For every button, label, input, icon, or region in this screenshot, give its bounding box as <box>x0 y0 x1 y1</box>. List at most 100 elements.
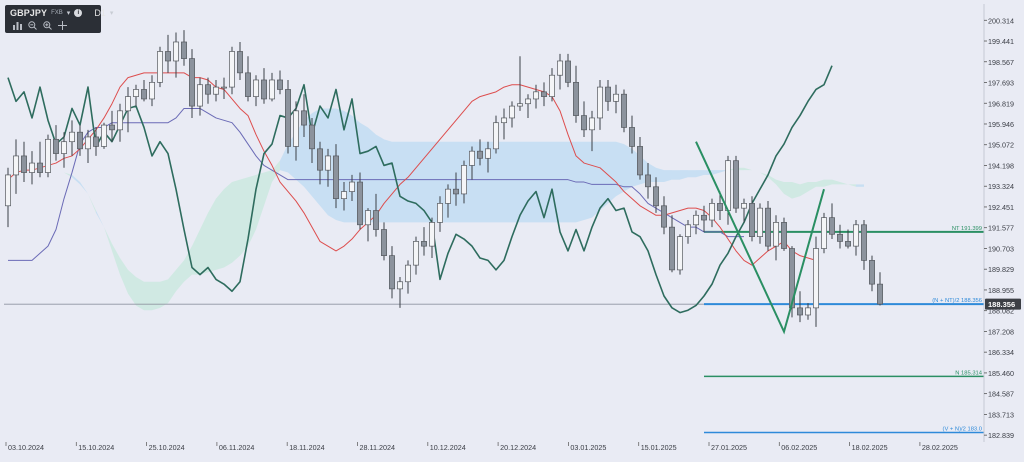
candle-body-up <box>269 79 275 100</box>
candle <box>453 172 459 206</box>
candle-body-up <box>293 110 299 147</box>
bar-chart-icon[interactable] <box>13 21 22 32</box>
candle <box>381 222 387 261</box>
candle <box>861 220 867 270</box>
candle-body-up <box>221 86 227 89</box>
candle <box>397 277 403 308</box>
candle <box>741 198 747 223</box>
candle <box>21 141 27 183</box>
cloud-segment <box>136 277 144 311</box>
candle <box>685 220 691 244</box>
symbol-label[interactable]: GBPJPY <box>10 8 48 18</box>
cloud-segment <box>496 141 504 223</box>
candle-body-up <box>69 131 75 143</box>
candle-body-down <box>789 248 795 309</box>
candle <box>229 46 235 95</box>
cloud-segment <box>680 170 688 180</box>
candle <box>413 236 419 275</box>
candle-body-down <box>573 81 579 116</box>
candle <box>629 115 635 154</box>
candle <box>757 203 763 244</box>
candle-body-up <box>813 248 819 309</box>
date-tick-label: 15.10.2024 <box>78 443 114 452</box>
date-tick-label: 28.02.2025 <box>922 443 958 452</box>
cloud-segment <box>664 170 672 183</box>
date-tick-label: 10.12.2024 <box>430 443 466 452</box>
candle <box>317 141 323 185</box>
candle-body-up <box>197 84 203 107</box>
candle-body-up <box>517 103 523 107</box>
candle <box>213 79 219 102</box>
cloud-segment <box>368 127 376 223</box>
candle-body-down <box>661 205 667 228</box>
candle <box>109 110 115 142</box>
cloud-segment <box>808 182 816 192</box>
cloud-segment <box>424 141 432 223</box>
cloud-segment <box>544 141 552 223</box>
cloud-segment <box>480 141 488 223</box>
kijun-line <box>8 107 744 261</box>
cloud-segment <box>320 108 328 216</box>
candle-body-up <box>133 89 139 97</box>
candle-body-up <box>589 117 595 131</box>
symbol-dropdown-icon[interactable]: ▾ <box>66 10 71 17</box>
candle <box>709 198 715 228</box>
timeframe-label[interactable]: D1 <box>94 8 106 18</box>
cloud-segment <box>376 134 384 223</box>
candle <box>165 34 171 73</box>
candle-body-up <box>525 98 531 105</box>
cloud-segment <box>824 179 832 187</box>
zoom-out-icon[interactable] <box>28 21 37 32</box>
symbol-sub-label: FXB <box>51 10 63 16</box>
candle <box>549 68 555 102</box>
date-tick-label: 03.01.2025 <box>570 443 606 452</box>
candle-body-up <box>85 136 91 150</box>
candle <box>365 208 371 242</box>
candle <box>149 75 155 107</box>
candle-body-down <box>781 222 787 249</box>
cloud-segment <box>752 170 760 173</box>
candle-body-up <box>597 86 603 119</box>
candle <box>133 84 139 107</box>
candle <box>533 84 539 109</box>
date-axis: 03.10.2024 15.10.2024 25.10.2024 06.11.2024… <box>5 442 958 452</box>
cloud-segment <box>792 182 800 199</box>
candle <box>373 193 379 237</box>
candle <box>173 32 179 78</box>
candle <box>813 236 819 327</box>
cloud-segment <box>624 144 632 192</box>
cloud-segment <box>144 281 152 311</box>
candle <box>573 65 579 123</box>
candle-body-down <box>477 150 483 159</box>
zoom-in-icon[interactable] <box>43 21 52 32</box>
candle <box>93 127 99 156</box>
candle-body-down <box>565 60 571 83</box>
cloud-segment <box>768 174 776 185</box>
ichimoku-cloud <box>64 108 864 311</box>
info-icon[interactable]: i <box>74 9 83 17</box>
timeframe-dropdown-icon[interactable]: ▾ <box>109 10 114 17</box>
candle-body-down <box>669 226 675 271</box>
date-tick-label: 18.02.2025 <box>852 443 888 452</box>
candle <box>653 177 659 213</box>
candle-body-down <box>581 115 587 131</box>
candle-body-down <box>653 186 659 207</box>
cloud-segment <box>800 182 808 197</box>
cloud-segment <box>656 167 664 183</box>
candle <box>333 144 339 209</box>
candle-body-down <box>165 51 171 62</box>
cloud-segment <box>240 177 248 256</box>
price-tick-label: 195.072 <box>988 141 1014 150</box>
candle <box>101 122 107 149</box>
candle <box>501 108 507 140</box>
cloud-segment <box>592 141 600 218</box>
candle <box>157 46 163 88</box>
move-icon[interactable] <box>58 21 67 32</box>
candle <box>349 174 355 202</box>
candle <box>805 303 811 320</box>
candle-body-up <box>821 217 827 249</box>
candle <box>45 134 51 178</box>
cloud-segment <box>568 141 576 223</box>
current-price-tag <box>985 298 1021 310</box>
